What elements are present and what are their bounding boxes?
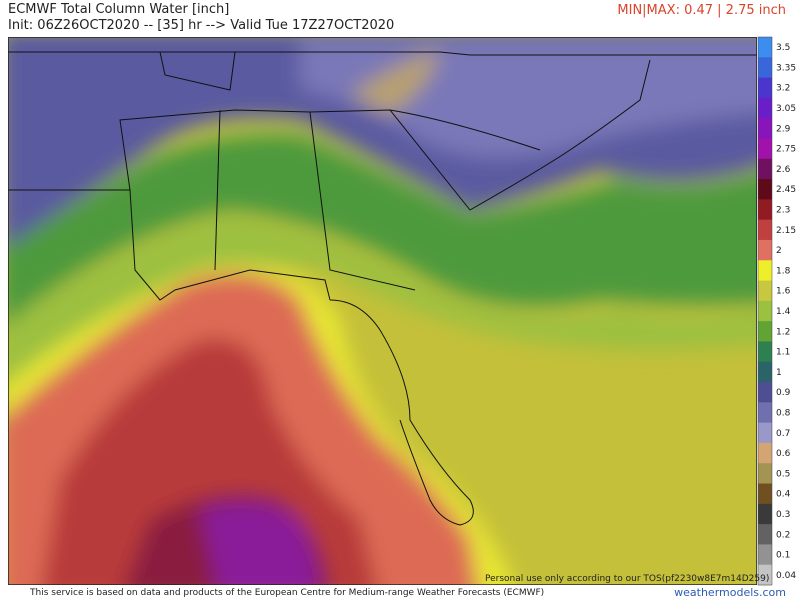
watermark: Personal use only according to our TOS(p… — [485, 574, 769, 584]
colorbar-label: 0.5 — [776, 469, 790, 479]
colorbar-label: 0.8 — [776, 408, 791, 418]
colorbar-cell — [758, 280, 772, 302]
min-max: MIN|MAX: 0.47 | 2.75 inch — [617, 3, 786, 18]
colorbar-cell — [758, 57, 772, 79]
colorbar-cell — [758, 382, 772, 403]
colorbar-cell — [758, 77, 772, 99]
colorbar-label: 2.45 — [776, 185, 796, 195]
colorbar-cell — [758, 300, 772, 322]
colorbar-cell — [758, 260, 772, 282]
colorbar-cell — [758, 37, 772, 58]
colorbar-label: 0.4 — [776, 490, 791, 500]
colorbar-cell — [758, 463, 772, 485]
colorbar-label: 2.3 — [776, 206, 790, 216]
colorbar-frame — [757, 36, 773, 586]
colorbar-cell — [758, 422, 772, 444]
colorbar-cell — [758, 524, 772, 545]
borders — [8, 51, 757, 526]
colorbar-cell — [758, 179, 772, 200]
colorbar-cell — [758, 239, 772, 261]
colorbar-cell — [758, 158, 772, 180]
colorbar-label: 0.6 — [776, 449, 791, 459]
init-line: Init: 06Z26OCT2020 -- [35] hr --> Valid … — [8, 18, 395, 33]
colorbar-cell — [758, 219, 772, 241]
colorbar-label: 2.75 — [776, 145, 796, 155]
colorbar-cell — [758, 503, 772, 525]
colorbar-label: 3.05 — [776, 104, 796, 114]
colorbar-cell — [758, 442, 772, 464]
colorbar-label: 2.9 — [776, 124, 791, 134]
colorbar-label: 0.3 — [776, 510, 790, 520]
colorbar-label: 0.7 — [776, 429, 790, 439]
colorbar: 3.5 3.35 3.2 3.05 2.9 2.75 2.6 2.45 2.3 2.15 2 1.8 1… — [757, 36, 796, 586]
colorbar-label: 1.6 — [776, 287, 791, 297]
colorbar-label: 0.2 — [776, 530, 790, 540]
colorbar-label: 2.15 — [776, 226, 796, 236]
colorbar-label: 1.8 — [776, 266, 791, 276]
colorbar-cell — [758, 341, 772, 363]
colorbar-label: 3.2 — [776, 84, 790, 94]
colorbar-label: 2 — [776, 246, 782, 256]
colorbar-cell — [758, 564, 772, 586]
title: ECMWF Total Column Water [inch] — [8, 2, 230, 17]
colorbar-cell — [758, 97, 772, 119]
colorbar-label: 2.6 — [776, 165, 791, 175]
colorbar-label: 1.2 — [776, 327, 790, 337]
field — [8, 37, 757, 585]
colorbar-label: 1.1 — [776, 348, 790, 358]
colorbar-cell — [758, 544, 772, 566]
colorbar-cell — [758, 138, 772, 160]
colorbar-cell — [758, 361, 772, 383]
colorbar-cell — [758, 483, 772, 505]
colorbar-label: 3.5 — [776, 43, 790, 53]
colorbar-cell — [758, 118, 772, 139]
colorbar-label: 3.35 — [776, 63, 796, 73]
footer-credit: This service is based on data and produc… — [30, 588, 545, 598]
colorbar-label: 1 — [776, 368, 782, 378]
colorbar-cell — [758, 402, 772, 424]
footer-site: weathermodels.com — [674, 586, 786, 599]
colorbar-cell — [758, 321, 772, 342]
colorbar-label: 0.1 — [776, 551, 790, 561]
colorbar-label: 1.4 — [776, 307, 791, 317]
colorbar-label: 0.04 — [776, 571, 796, 581]
colorbar-cell — [758, 199, 772, 221]
colorbar-label: 0.9 — [776, 388, 791, 398]
